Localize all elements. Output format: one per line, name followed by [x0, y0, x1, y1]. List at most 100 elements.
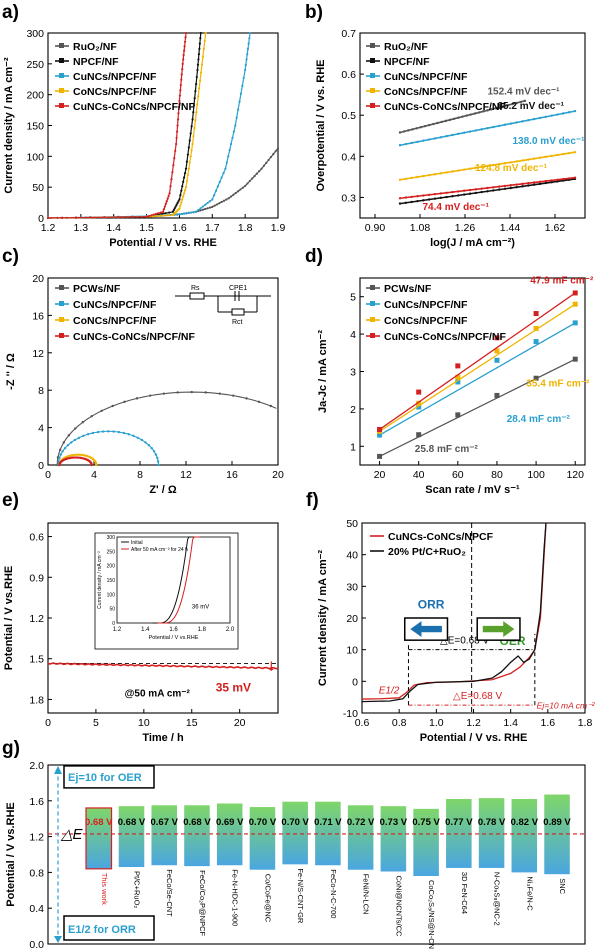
panel-b-data-point [468, 192, 472, 195]
panel-b-data-point [480, 190, 483, 194]
panel-a-data-point [180, 78, 183, 81]
panel-c-data-point [269, 404, 273, 408]
panel-c-data-point [81, 420, 85, 424]
panel-b-data-point [550, 181, 553, 184]
panel-b-data-point [411, 128, 414, 131]
panel-d-data-point [455, 374, 461, 380]
panel-c-y-tick-label: 8 [38, 385, 44, 397]
panel-a-data-point [182, 195, 185, 198]
panel-c-data-point [72, 453, 76, 457]
panel-a-data-point [171, 210, 174, 213]
panel-b-data-point [532, 157, 536, 160]
panel-g-category-label: Co/CoFe@NC [263, 874, 272, 923]
panel-e-y-tick-label: 0.6 [29, 532, 44, 544]
panel-a-data-point [163, 205, 166, 208]
panel-b-data-point [468, 130, 472, 133]
panel-g-y-tick-label: 0.4 [29, 903, 44, 915]
panel-a-data-point [239, 188, 242, 191]
panel-g-bar-value-label: 0.75 V [412, 817, 440, 828]
panel-a-data-point [180, 201, 183, 204]
panel-a-data-point [272, 153, 275, 156]
panel-a-data-point [244, 63, 247, 66]
panel-g-category-label: 3D FeN-C64 [460, 872, 469, 914]
panel-a-data-point [156, 214, 159, 218]
panel-c-circuit-label: Rct [232, 319, 243, 326]
panel-a-x-tick-label: 1.5 [139, 222, 154, 234]
panel-a-x-tick-label: 1.7 [205, 222, 220, 234]
panel-c-data-point [74, 456, 77, 459]
panel-d-y-axis-label: Ja-Jc / mA cm⁻² [317, 330, 329, 413]
panel-b-data-point [573, 151, 577, 154]
panel-b-data-point [492, 186, 495, 189]
panel-c-data-point [150, 446, 153, 450]
panel-a-data-point [241, 186, 244, 189]
panel-f-x-tick-label: 1.0 [429, 717, 444, 729]
panel-e-inset-y-tick-label: 100 [107, 592, 116, 598]
panel-c-y-tick-label: 20 [32, 273, 44, 285]
panel-a-legend-entry: CoNCs/NPCF/NF [73, 86, 157, 98]
panel-c-data-point [86, 433, 90, 436]
panel-b-legend-entry: CuNCs/NPCF/NF [384, 71, 468, 83]
panel-b-data-point [427, 198, 431, 201]
panel-e-x-tick-label: 20 [234, 717, 246, 729]
panel-a-data-point [194, 82, 198, 86]
panel-b-data-point [427, 123, 431, 127]
panel-a-data-point [218, 202, 221, 205]
panel-c-data-point [77, 436, 81, 439]
panel-a-data-point [199, 207, 202, 210]
panel-a-data-point [183, 40, 187, 43]
panel-e-inset-x-tick-label: 2.0 [226, 627, 235, 633]
panel-a-data-point [189, 132, 192, 135]
panel-b-data-point [486, 126, 489, 130]
panel-a-data-point [195, 75, 198, 79]
panel-b-data-point [445, 191, 448, 194]
panel-g-bar-value-label: 0.73 V [380, 817, 408, 828]
panel-e-inset-note: 36 mV [192, 605, 209, 611]
panel-e-stability-curve [47, 662, 279, 670]
panel-a-legend-entry: CuNCs/NPCF/NF [73, 71, 157, 83]
panel-a-data-point [227, 155, 230, 158]
panel-b-data-point [556, 153, 559, 157]
panel-b-data-point [482, 110, 485, 113]
panel-g-bar-value-label: 0.70 V [249, 817, 277, 828]
panel-b-data-point [416, 140, 419, 144]
panel-a-x-tick-label: 1.6 [172, 222, 187, 234]
panel-a-data-point [164, 214, 167, 217]
panel-a-data-point [202, 47, 205, 50]
panel-c-data-point [157, 463, 160, 467]
panel-f-y-tick-label: 40 [346, 550, 358, 562]
panel-d-y-tick-label: 3 [350, 367, 356, 379]
panel-a-data-point [181, 185, 184, 188]
panel-d-fit-line [379, 292, 576, 431]
panel-b-data-point [562, 177, 565, 181]
panel-c-data-point [73, 438, 77, 442]
panel-c-data-point [156, 456, 159, 460]
panel-b-data-point [556, 180, 559, 183]
panel-c-data-point [58, 456, 61, 460]
panel-b-data-point [515, 121, 518, 124]
panel-a-data-point [183, 189, 187, 192]
panel-c-nyquist-curve [57, 430, 159, 466]
panel-a-data-point [188, 139, 191, 142]
panel-b-data-point [515, 185, 518, 189]
panel-a-data-point [211, 198, 214, 201]
panel-b-data-point [457, 132, 460, 136]
panel-e-inset-after-curve [157, 536, 200, 624]
panel-d-fit-line [379, 358, 576, 457]
panel-b-data-point [415, 127, 418, 130]
panel-e-inset-legend-entry: Initial [131, 540, 143, 546]
panel-b-data-point [527, 119, 530, 122]
panel-b-data-point [444, 119, 448, 123]
panel-b-data-point [474, 188, 478, 191]
panel-c-data-point [100, 409, 103, 413]
panel-b-data-point [398, 144, 402, 147]
panel-c-legend-marker [59, 317, 64, 322]
panel-b-data-point [511, 102, 514, 106]
panel-g-letter: g) [2, 738, 20, 759]
panel-b-data-point [433, 173, 437, 176]
panel-a-data-point [170, 178, 173, 181]
panel-b-data-point [398, 197, 402, 200]
panel-a-data-point [208, 200, 212, 203]
panel-b-legend-marker [370, 43, 375, 48]
panel-b-data-point [419, 126, 423, 129]
